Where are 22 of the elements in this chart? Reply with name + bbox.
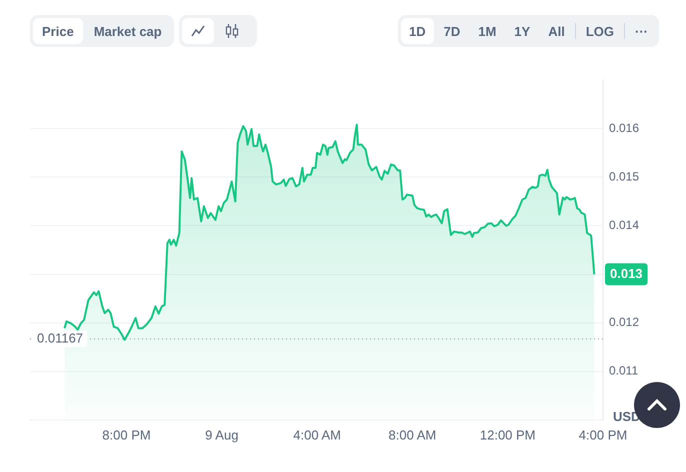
- text: Market cap: [92, 22, 163, 41]
- y-tick-label: 0.012: [609, 315, 640, 330]
- text: Price: [33, 18, 83, 44]
- x-tick-label: 4:00 PM: [578, 427, 628, 442]
- text: All: [547, 22, 566, 40]
- annotation: 0.013: [610, 266, 643, 281]
- text: ···: [634, 22, 649, 40]
- x-tick-label: 8:00 AM: [388, 427, 436, 442]
- x-tick-label: 9 Aug: [205, 427, 238, 442]
- text: 1M: [477, 22, 498, 40]
- x-tick-label: 12:00 PM: [480, 427, 536, 442]
- y-tick-label: 0.011: [609, 364, 638, 378]
- y-tick-label: 0.015: [609, 169, 640, 184]
- text: 1D: [400, 18, 434, 44]
- y-tick-label: 0.016: [609, 120, 640, 135]
- x-tick-label: 4:00 AM: [293, 427, 341, 442]
- text: LOG: [584, 22, 615, 40]
- text: 1Y: [513, 22, 532, 40]
- ref-line-label: 0.01167: [37, 330, 84, 346]
- x-tick-label: 8:00 PM: [102, 427, 151, 442]
- y-tick-label: 0.014: [609, 218, 640, 232]
- text: 7D: [442, 22, 462, 40]
